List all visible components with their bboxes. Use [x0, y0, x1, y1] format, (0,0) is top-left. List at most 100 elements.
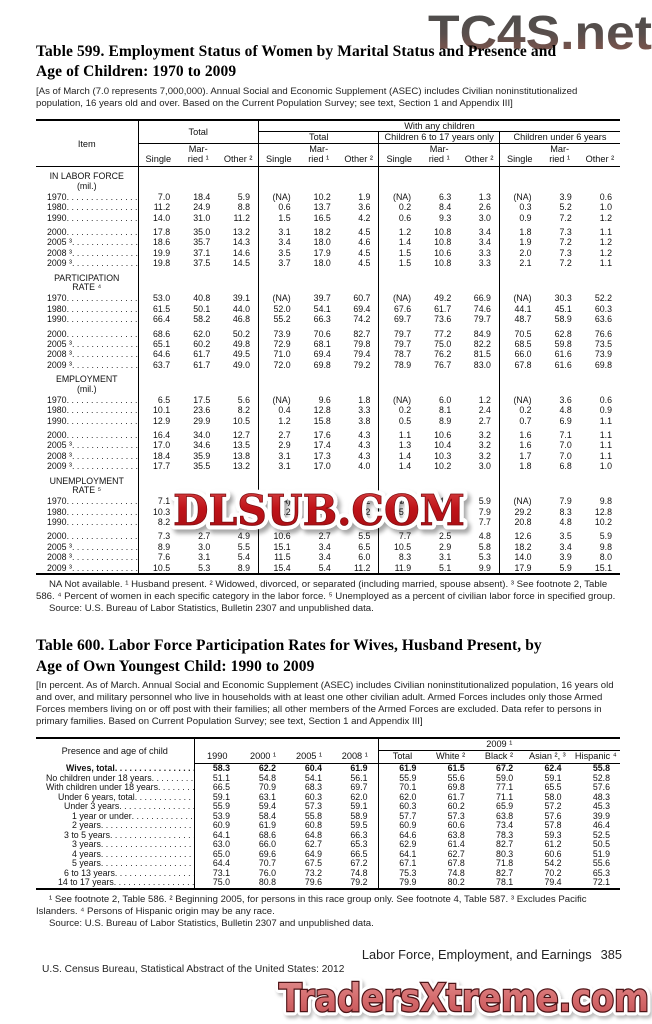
data-cell: 54.1	[304, 772, 322, 783]
data-cell: 0.3	[519, 202, 532, 213]
row-label-text: 2000	[47, 328, 67, 339]
data-cell: 0.6	[278, 202, 291, 213]
empty-cell	[138, 167, 178, 192]
dot-leader	[67, 517, 138, 527]
data-cell: 1.8	[338, 394, 380, 406]
watermark-bottom-outline: TradersXtreme.com	[279, 976, 649, 1020]
data-cell: 3.4	[559, 541, 572, 552]
data-cell: 6.4	[218, 506, 259, 517]
dot-leader	[114, 878, 194, 888]
data-cell: 66.4	[153, 314, 171, 325]
row-label-cell: 2 years	[36, 821, 195, 831]
table-row: 2005 ³ 65.1 60.2 49.8 72.9 68.1 79.8 79.7 75.0 82…	[36, 338, 620, 350]
empty-cell	[499, 472, 539, 497]
data-cell: 3.0	[459, 461, 500, 472]
data-cell: 70.1	[399, 782, 417, 793]
dot-leader	[72, 349, 138, 359]
dot-leader	[72, 552, 138, 562]
data-cell: 55.6	[447, 772, 465, 783]
data-cell: 0.7	[519, 415, 532, 426]
empty-cell	[419, 167, 459, 192]
data-cell: 68.3	[304, 782, 322, 793]
data-cell: 67.8	[447, 858, 465, 869]
dot-leader	[67, 496, 138, 506]
data-cell: 63.8	[496, 810, 514, 821]
row-label-cell: 1990	[36, 516, 139, 528]
data-cell: 73.6	[434, 314, 452, 325]
data-cell: 18.2	[313, 227, 331, 238]
data-cell: 66.3	[313, 314, 331, 325]
data-cell: 65.3	[592, 867, 610, 878]
data-cell: 3.7	[278, 258, 291, 269]
data-cell: 6.9	[559, 415, 572, 426]
column-header-line: Other ²	[464, 153, 494, 164]
dot-leader	[135, 793, 194, 803]
table-row: 1 year or under 53.9 58.4 55.8 58.9 57.7 57.3 6…	[36, 810, 620, 822]
row-label: 2008 ³	[36, 248, 138, 258]
data-cell: 23.2	[273, 506, 291, 517]
data-cell: 1.9	[519, 237, 532, 248]
data-cell: 11.2	[338, 562, 380, 574]
data-cell: 3.1	[278, 461, 291, 472]
row-label: No children under 18 years	[36, 774, 194, 784]
data-cell: 65.0	[212, 848, 230, 859]
column-header-year: 2008 ¹	[332, 750, 379, 765]
data-cell: 73.9	[273, 328, 291, 339]
data-cell: 79.8	[338, 338, 380, 350]
data-cell: 12.8	[313, 405, 331, 416]
data-cell: 61.5	[447, 763, 465, 774]
row-label: 14 to 17 years	[36, 878, 194, 888]
data-cell: 4.2	[338, 212, 380, 224]
data-cell: 81.5	[459, 349, 500, 360]
row-label: 2000	[36, 531, 138, 541]
data-cell: 15.1	[273, 541, 291, 552]
data-cell: 70.6	[313, 328, 331, 339]
data-cell: 1.8	[519, 227, 532, 238]
empty-cell	[459, 370, 500, 395]
table-row: 2000 7.3 2.7 4.9 10.6 2.7 5.5 7.7 2.5 4.8 12.6 3.5 5…	[36, 527, 620, 542]
section-row: PARTICIPATION RATE ⁴	[36, 268, 620, 294]
data-cell: 5.9	[559, 562, 572, 573]
data-cell: 58.4	[258, 810, 276, 821]
data-cell: 67.1	[399, 858, 417, 869]
row-label-text: 2009 ³	[47, 359, 72, 370]
data-cell: 59.4	[258, 801, 276, 812]
data-cell: 0.5	[398, 415, 412, 426]
data-cell: 45.1	[554, 303, 572, 314]
row-label-text: 2000	[47, 531, 67, 542]
data-cell: 10.1	[153, 405, 171, 416]
row-label-cell: 1970	[36, 293, 139, 304]
data-cell: 0.6	[599, 394, 612, 405]
data-cell: 74.6	[459, 303, 500, 315]
data-cell: 8.1	[338, 516, 380, 528]
data-cell: 18.0	[313, 237, 331, 248]
data-cell: 0.6	[398, 212, 412, 223]
data-cell: 64.4	[212, 858, 230, 869]
data-cell: 48.7	[514, 314, 532, 325]
section-label-line2: RATE ⁵	[72, 485, 102, 496]
row-label-cell: 2005 ³	[36, 237, 139, 248]
data-cell: 17.4	[313, 440, 331, 451]
data-cell: 10.8	[434, 258, 452, 269]
data-cell: 79.7	[459, 314, 500, 325]
data-cell: 67.5	[304, 858, 322, 869]
row-label-cell: 2008 ³	[36, 552, 139, 563]
empty-cell	[218, 471, 259, 497]
data-cell: 61.7	[193, 359, 211, 370]
section-label-line2: (mil.)	[76, 383, 97, 394]
column-header-line: ried ¹	[187, 153, 209, 164]
empty-cell	[218, 268, 259, 294]
table-row: Wives, total 58.3 62.2 60.4 61.9 61.9 61.5 67.2…	[36, 763, 620, 774]
table600-source: Source: U.S. Bureau of Labor Statistics,…	[49, 917, 374, 929]
data-cell: 79.7	[393, 338, 412, 349]
data-cell: 11.9	[394, 562, 412, 573]
data-cell: 79.6	[304, 877, 322, 888]
data-cell: 3.3	[459, 247, 500, 259]
table-row: 2005 ³ 18.6 35.7 14.3 3.4 18.0 4.6 1.4 10.8 3.4 1.…	[36, 237, 620, 248]
section-label-line1: UNEMPLOYMENT	[49, 475, 124, 486]
data-cell: 62.9	[399, 839, 417, 850]
table-row: 1970 7.0 18.4 5.9 (NA) 10.2 1.9 (NA) 6.3 1.3 (NA) 3…	[36, 191, 620, 203]
row-label: 2 years	[36, 821, 194, 831]
row-label: 2009 ³	[36, 563, 138, 573]
data-cell: 34.0	[193, 429, 211, 440]
